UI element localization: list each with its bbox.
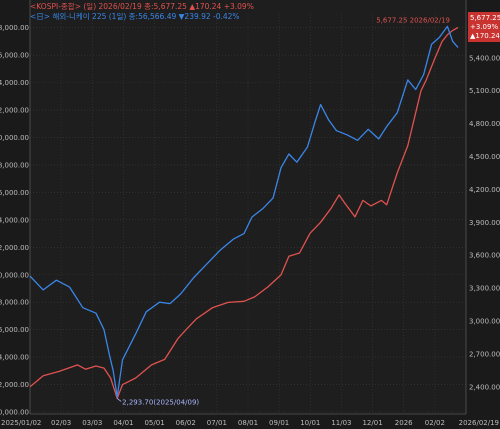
x-axis-tick-label: 03/03	[82, 419, 102, 427]
right-axis-tick-label: 2,400.00	[469, 383, 500, 391]
grid-layer	[30, 14, 466, 413]
series-line-kospi	[29, 26, 459, 400]
right-axis-tick-label: 4,800.00	[469, 120, 500, 128]
annotation-layer: 5,677.25 2026/02/19 2,293.70(2025/04/09) 5…	[116, 12, 500, 406]
right-axis-tick-label: 5,400.00	[469, 54, 500, 62]
right-axis-tick-label: 4,500.00	[469, 153, 500, 161]
right-axis-tick-label: 3,000.00	[469, 317, 500, 325]
series-layer	[29, 25, 459, 400]
x-axis-tick-label: 08/01	[238, 419, 258, 427]
low-marker	[116, 398, 122, 402]
x-axis-tick-label: 09/01	[269, 419, 289, 427]
right-axis-tick-label: 5,100.00	[469, 87, 500, 95]
x-axis-tick-label: 10/01	[300, 419, 320, 427]
right-value-badge-text: 5,677.25	[470, 14, 500, 22]
left-axis-tick-label: 50,000.00	[0, 134, 29, 142]
kospi-last-value-label: 5,677.25 2026/02/19	[376, 16, 450, 24]
x-axis-tick-label: 02/02	[425, 419, 445, 427]
right-value-badge-text: +3.09%	[470, 23, 498, 31]
legend-kospi-text: <KOSPI-종합> (일) 2026/02/19 종:5,677.25 ▲17…	[30, 2, 254, 11]
right-value-badge-text: ▲170.24	[470, 32, 500, 40]
x-axis-tick-label: 02/03	[51, 419, 71, 427]
left-axis-tick-label: 36,000.00	[0, 326, 29, 334]
x-axis-tick-label: 12/01	[362, 419, 382, 427]
legend-kospi: <KOSPI-종합> (일) 2026/02/19 종:5,677.25 ▲17…	[30, 1, 258, 12]
x-axis-tick-label: 2025/01/02	[1, 419, 41, 427]
right-axis-tick-label: 3,600.00	[469, 252, 500, 260]
left-axis-tick-label: 38,000.00	[0, 299, 29, 307]
left-axis-tick-label: 52,000.00	[0, 107, 29, 115]
left-axis-tick-label: 44,000.00	[0, 216, 29, 224]
left-axis-tick-label: 32,000.00	[0, 381, 29, 389]
right-axis-tick-label: 3,300.00	[469, 285, 500, 293]
left-axis-tick-label: 58,000.00	[0, 24, 29, 32]
legend-nikkei: <日> 해외-니케이 225 (1일) 종:56,566.49 ▼239.92 …	[30, 11, 244, 22]
series-line-nikkei	[29, 25, 459, 398]
left-axis-tick-label: 54,000.00	[0, 79, 29, 87]
x-axis-tick-label: 06/02	[176, 419, 196, 427]
right-value-badge	[468, 12, 500, 42]
left-axis-tick-label: 46,000.00	[0, 189, 29, 197]
left-axis-tick-label: 48,000.00	[0, 161, 29, 169]
left-axis-tick-label: 42,000.00	[0, 244, 29, 252]
x-axis-tick-label: 05/01	[144, 419, 164, 427]
x-axis-tick-label: 2026	[395, 419, 413, 427]
left-axis-tick-label: 56,000.00	[0, 52, 29, 60]
x-axis-tick-label: 04/01	[113, 419, 133, 427]
low-point-label: 2,293.70(2025/04/09)	[122, 398, 199, 406]
x-axis-tick-label: 11/03	[331, 419, 351, 427]
right-axis-tick-label: 4,200.00	[469, 186, 500, 194]
right-axis-tick-label: 2,700.00	[469, 350, 500, 358]
x-axis-tick-label: 07/01	[207, 419, 227, 427]
left-axis-tick-label: 34,000.00	[0, 354, 29, 362]
left-axis-tick-label: 30,000.00	[0, 409, 29, 417]
legend-nikkei-text: <日> 해외-니케이 225 (1일) 종:56,566.49 ▼239.92 …	[30, 12, 240, 21]
right-axis-tick-label: 3,900.00	[469, 219, 500, 227]
x-axis-tick-label: 2026/02/19	[459, 419, 499, 427]
left-axis-tick-label: 40,000.00	[0, 271, 29, 279]
